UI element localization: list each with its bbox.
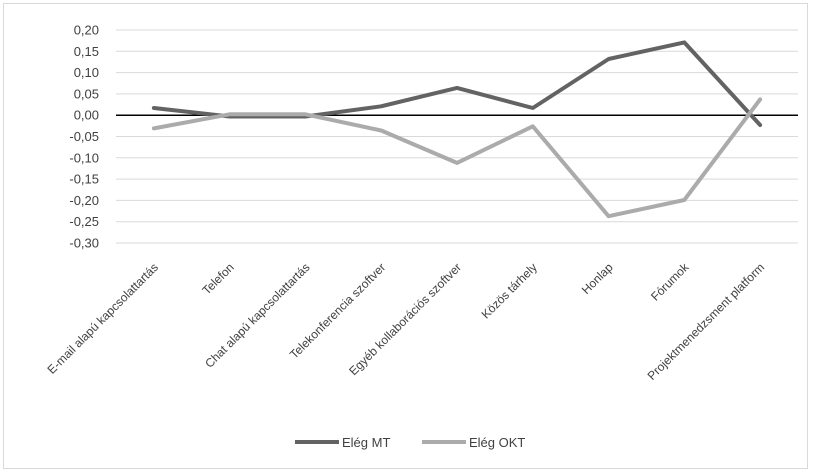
series-lines: [151, 40, 763, 219]
y-axis-tick-labels: 0,20 0,15 0,10 0,05 0,00 -0,05 -0,10 -0,15 -0,20…: [69, 23, 99, 251]
legend: Elég MT Elég OKT: [295, 435, 525, 450]
y-tick-label: -0,20: [69, 193, 99, 208]
y-tick-label: -0,05: [69, 129, 99, 144]
y-tick-label: -0,10: [69, 150, 99, 165]
y-tick-label: -0,30: [69, 236, 99, 251]
x-category-label: E-mail alapú kapcsolattartás: [45, 260, 161, 376]
y-tick-label: -0,25: [69, 214, 99, 229]
y-tick-label: 0,10: [74, 65, 99, 80]
x-category-label: Fórumok: [648, 260, 692, 304]
y-tick-label: 0,15: [74, 44, 99, 59]
legend-label: Elég MT: [342, 435, 390, 450]
chart-frame: [3, 3, 808, 469]
y-tick-label: -0,15: [69, 172, 99, 187]
legend-label: Elég OKT: [469, 435, 525, 450]
x-category-label: Honlap: [579, 260, 616, 297]
y-tick-label: 0,20: [74, 23, 99, 38]
y-tick-label: 0,05: [74, 86, 99, 101]
x-axis-category-labels: E-mail alapú kapcsolattartás TelefonChat …: [45, 260, 768, 383]
y-tick-label: 0,00: [74, 108, 99, 123]
x-category-label: Telefon: [200, 260, 237, 297]
x-category-label: Közös tárhely: [479, 260, 540, 321]
gridlines: [116, 29, 798, 244]
